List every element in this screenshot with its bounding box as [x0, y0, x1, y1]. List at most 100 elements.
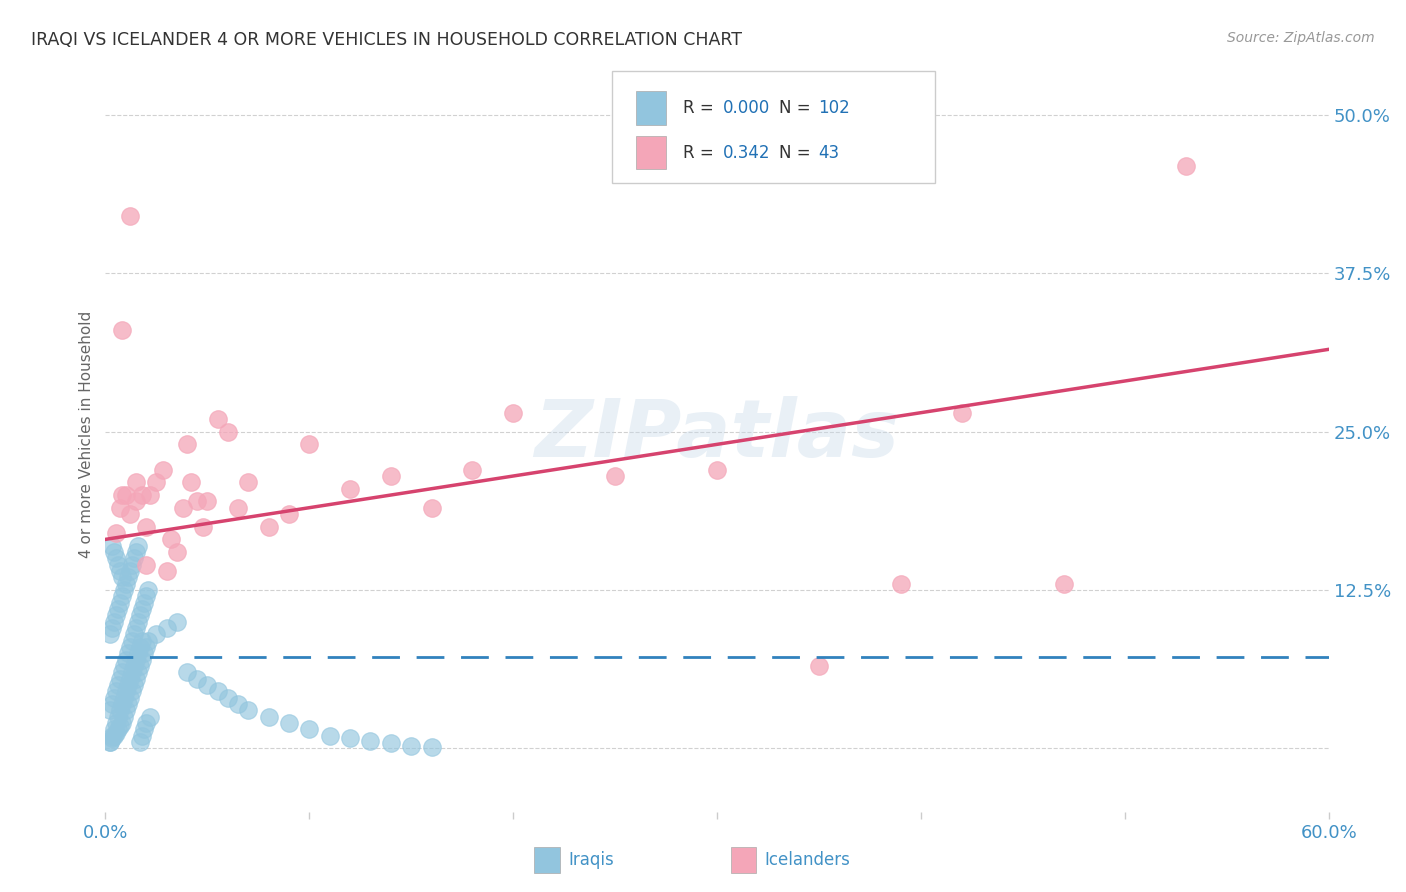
Point	[807, 659, 830, 673]
Point	[420, 740, 443, 755]
Point	[122, 551, 145, 566]
Point	[117, 697, 139, 711]
Point	[103, 545, 125, 559]
Point	[121, 665, 143, 680]
Point	[100, 729, 122, 743]
Point	[118, 507, 141, 521]
Point	[115, 703, 138, 717]
Point	[111, 570, 134, 584]
Point	[134, 723, 156, 737]
Point	[125, 494, 148, 508]
Point	[118, 672, 141, 686]
Point	[108, 596, 131, 610]
Point	[380, 736, 402, 750]
Point	[166, 615, 188, 629]
Point	[112, 582, 135, 597]
Point	[100, 731, 122, 746]
Point	[890, 576, 912, 591]
Point	[103, 729, 125, 743]
Point	[129, 659, 152, 673]
Point	[131, 729, 153, 743]
Point	[100, 621, 122, 635]
Point	[117, 646, 139, 660]
Point	[207, 412, 229, 426]
Point	[193, 519, 215, 533]
Point	[108, 500, 131, 515]
Point	[950, 406, 973, 420]
Point	[122, 659, 145, 673]
Point	[122, 678, 145, 692]
Point	[129, 735, 152, 749]
Point	[104, 526, 127, 541]
Point	[136, 582, 159, 597]
Y-axis label: 4 or more Vehicles in Household: 4 or more Vehicles in Household	[79, 311, 94, 558]
Point	[461, 463, 484, 477]
Point	[298, 723, 321, 737]
Point	[107, 602, 129, 616]
Point	[108, 718, 131, 732]
Point	[236, 475, 259, 490]
Point	[131, 602, 153, 616]
Point	[134, 646, 156, 660]
Point	[134, 596, 156, 610]
Point	[207, 684, 229, 698]
Point	[107, 678, 129, 692]
Point	[217, 425, 239, 439]
Point	[159, 533, 181, 547]
Point	[100, 539, 122, 553]
Point	[111, 665, 134, 680]
Text: 0.000: 0.000	[723, 99, 770, 117]
Point	[104, 551, 127, 566]
Point	[125, 475, 148, 490]
Point	[112, 690, 135, 705]
Point	[131, 653, 153, 667]
Point	[121, 558, 143, 572]
Point	[176, 665, 198, 680]
Point	[180, 475, 202, 490]
Point	[111, 590, 134, 604]
Point	[135, 558, 157, 572]
Point	[122, 627, 145, 641]
Point	[111, 716, 134, 731]
Text: 43: 43	[818, 144, 839, 161]
Point	[278, 716, 301, 731]
Point	[135, 590, 157, 604]
Point	[318, 729, 342, 743]
Point	[125, 653, 148, 667]
Point	[339, 482, 361, 496]
Point	[111, 697, 134, 711]
Point	[107, 558, 129, 572]
Point	[107, 709, 129, 723]
Point	[145, 627, 167, 641]
Point	[257, 709, 280, 723]
Point	[115, 653, 138, 667]
Point	[98, 735, 121, 749]
Point	[104, 684, 127, 698]
Point	[118, 564, 141, 578]
Point	[125, 545, 148, 559]
Point	[125, 621, 148, 635]
Point	[121, 684, 143, 698]
Point	[127, 615, 149, 629]
Point	[104, 716, 127, 731]
Text: N =: N =	[779, 99, 815, 117]
Text: IRAQI VS ICELANDER 4 OR MORE VEHICLES IN HOUSEHOLD CORRELATION CHART: IRAQI VS ICELANDER 4 OR MORE VEHICLES IN…	[31, 31, 742, 49]
Point	[1175, 159, 1198, 173]
Point	[226, 697, 249, 711]
Text: Icelanders: Icelanders	[765, 851, 851, 869]
Point	[115, 576, 138, 591]
Point	[139, 488, 162, 502]
Point	[1052, 576, 1074, 591]
Point	[257, 519, 280, 533]
Point	[127, 665, 149, 680]
Point	[104, 608, 127, 623]
Point	[217, 690, 239, 705]
Point	[127, 539, 149, 553]
Point	[339, 731, 361, 746]
Point	[131, 488, 153, 502]
Point	[118, 640, 141, 654]
Point	[155, 621, 177, 635]
Point	[236, 703, 259, 717]
Point	[98, 703, 121, 717]
Text: Source: ZipAtlas.com: Source: ZipAtlas.com	[1227, 31, 1375, 45]
